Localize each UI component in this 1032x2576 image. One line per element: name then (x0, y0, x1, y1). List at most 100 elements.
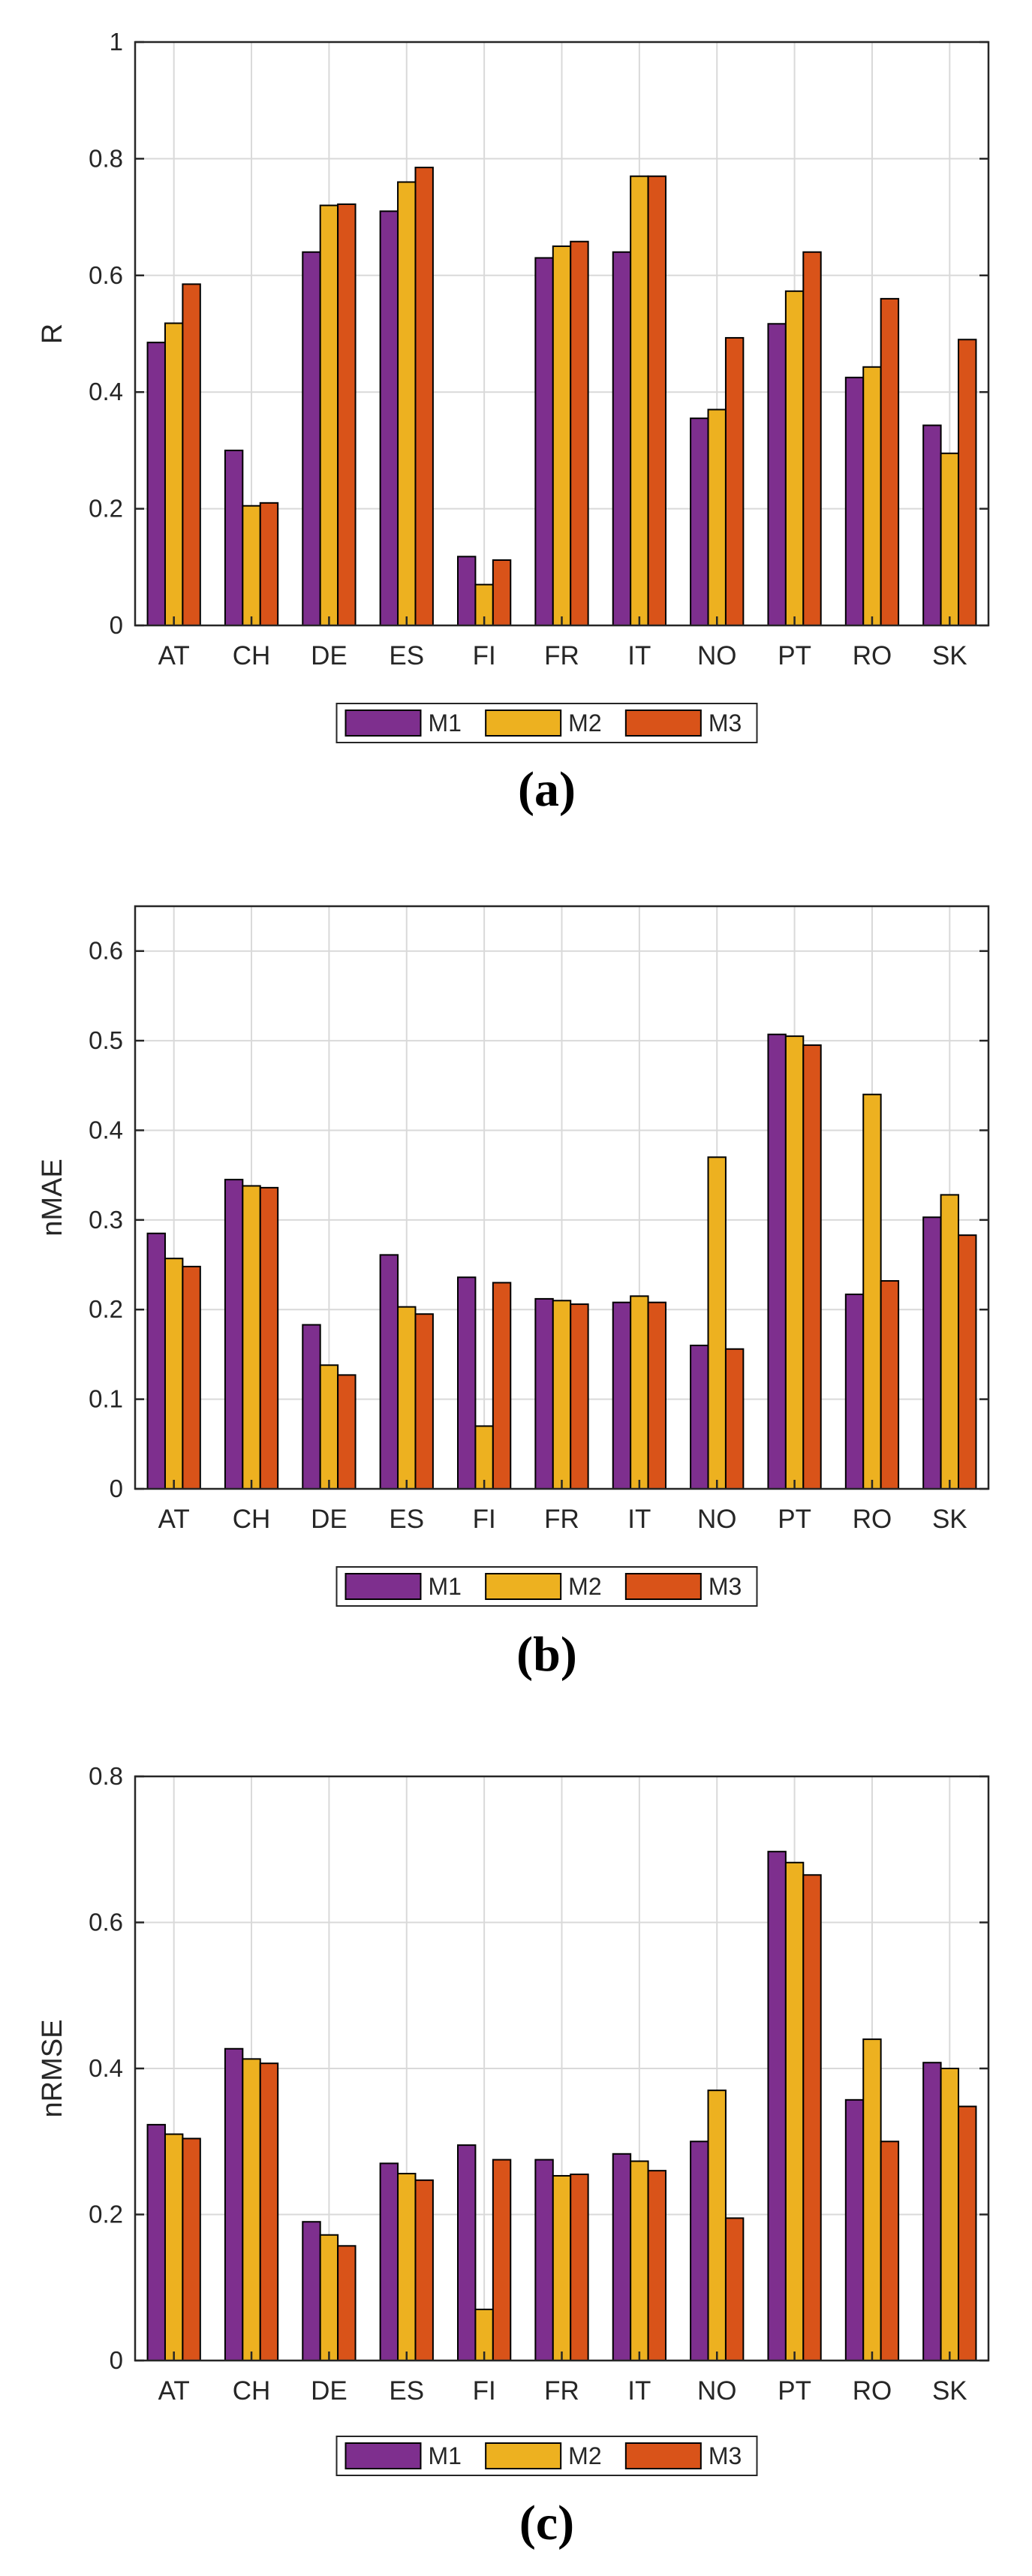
bar-m3-sk (958, 1234, 977, 1490)
x-tick-label: IT (627, 2376, 651, 2406)
bar-m3-it (647, 1301, 666, 1490)
x-tick-label: RO (853, 641, 892, 670)
bar-m1-es (379, 1254, 399, 1490)
bar-m3-sk (958, 2105, 977, 2362)
panel-label: (c) (519, 2496, 574, 2550)
y-tick-label: 0.4 (89, 378, 123, 405)
y-tick-label: 0.8 (89, 144, 123, 172)
x-tick-label: IT (627, 641, 651, 670)
bar-m1-fi (457, 1276, 477, 1490)
bar-m2-de (319, 1364, 339, 1490)
bar-m2-no (707, 1156, 727, 1490)
y-axis-label: R (37, 324, 68, 344)
y-tick-label: 0.3 (89, 1206, 123, 1234)
bar-m2-de (319, 204, 339, 626)
x-tick-label: SK (932, 1505, 967, 1534)
x-tick-label: AT (158, 2376, 190, 2406)
bar-m1-ch (224, 2047, 244, 2361)
bar-m1-no (690, 417, 709, 626)
panel-label: (a) (518, 762, 576, 817)
y-tick-label: 0.4 (89, 1116, 123, 1143)
bar-m3-ro (880, 297, 900, 626)
x-tick-label: AT (158, 1505, 190, 1534)
bar-m1-at (146, 342, 166, 626)
bar-m3-pt (802, 1044, 822, 1490)
bar-m3-ch (259, 1186, 279, 1490)
bar-m1-ch (224, 1179, 244, 1490)
x-tick-label: ES (389, 641, 424, 670)
y-tick-label: 0 (110, 2346, 123, 2374)
bar-m2-de (319, 2234, 339, 2361)
bar-m3-at (182, 283, 201, 626)
legend: M1 M2 M3 (335, 1566, 758, 1607)
y-tick-label: 0.6 (89, 1909, 123, 1936)
x-tick-label: ES (389, 2376, 424, 2406)
bar-m3-ro (880, 1280, 900, 1490)
legend-label-m3: M3 (709, 710, 742, 737)
bar-m3-fi (492, 559, 512, 627)
bar-m1-no (690, 2141, 709, 2361)
bar-m1-sk (922, 424, 942, 626)
x-tick-label: IT (627, 1505, 651, 1534)
bar-m2-fr (552, 1300, 572, 1490)
bar-m3-no (724, 336, 745, 626)
bar-m3-fr (570, 240, 589, 626)
bar-m1-ro (844, 376, 865, 626)
bar-m1-it (612, 1301, 632, 1490)
bar-m1-sk (922, 2062, 942, 2361)
bar-m2-no (707, 408, 727, 626)
bar-m3-fi (492, 1282, 512, 1490)
bar-m1-at (146, 2123, 166, 2362)
legend-label-m3: M3 (709, 2442, 742, 2469)
y-tick-label: 0.6 (89, 261, 123, 289)
bar-m3-pt (802, 1874, 822, 2362)
legend-label-m3: M3 (709, 1573, 742, 1600)
bar-m1-fi (457, 556, 477, 627)
y-tick-label: 1 (110, 28, 123, 56)
x-tick-label: FI (473, 2376, 496, 2406)
bar-m3-de (337, 203, 357, 627)
x-tick-label: FI (473, 641, 496, 670)
bar-m2-pt (784, 290, 805, 626)
x-tick-label: FR (544, 641, 579, 670)
bar-m3-de (337, 2245, 357, 2361)
bar-m2-es (397, 181, 417, 627)
legend-swatch-m3 (624, 2442, 702, 2469)
bar-m1-no (690, 1344, 709, 1490)
legend-swatch-m1 (345, 2442, 422, 2469)
y-axis-label: nMAE (37, 1158, 68, 1236)
y-tick-label: 0 (110, 611, 123, 639)
legend-swatch-m2 (485, 1573, 562, 1600)
bar-m1-es (379, 2162, 399, 2362)
bar-m3-no (724, 1348, 745, 1490)
bar-m2-ro (862, 366, 882, 626)
bar-m3-at (182, 2138, 201, 2362)
bar-m2-at (164, 2133, 184, 2361)
bar-m1-ch (224, 449, 244, 627)
x-tick-label: DE (311, 2376, 348, 2406)
legend-swatch-m3 (624, 1573, 702, 1600)
bar-m2-fi (474, 1425, 494, 1490)
bar-m3-es (414, 167, 434, 626)
y-axis-label: nRMSE (37, 2020, 68, 2118)
bar-m2-ch (242, 1185, 261, 1490)
bar-m2-fr (552, 2174, 572, 2362)
legend-label-m1: M1 (429, 2442, 462, 2469)
y-tick-label: 0.2 (89, 2201, 123, 2228)
legend: M1 M2 M3 (335, 703, 758, 743)
x-tick-label: NO (697, 641, 737, 670)
x-tick-label: SK (932, 641, 967, 670)
y-tick-label: 0.8 (89, 1762, 123, 1790)
bar-m2-ro (862, 2038, 882, 2362)
bar-m1-pt (767, 323, 787, 626)
x-tick-label: SK (932, 2376, 967, 2406)
bar-m2-at (164, 1258, 184, 1490)
bar-m1-ro (844, 2098, 865, 2361)
bar-m3-pt (802, 251, 822, 626)
y-tick-label: 0.1 (89, 1385, 123, 1413)
bar-m1-it (612, 251, 632, 626)
bar-m2-it (630, 1295, 649, 1490)
chart-panel-c: 0 0.2 0.4 0.6 0.8 AT CH DE ES FI FR IT NO PT RO SK nRMSE… (37, 1762, 990, 2550)
legend-swatch-m3 (624, 710, 702, 737)
